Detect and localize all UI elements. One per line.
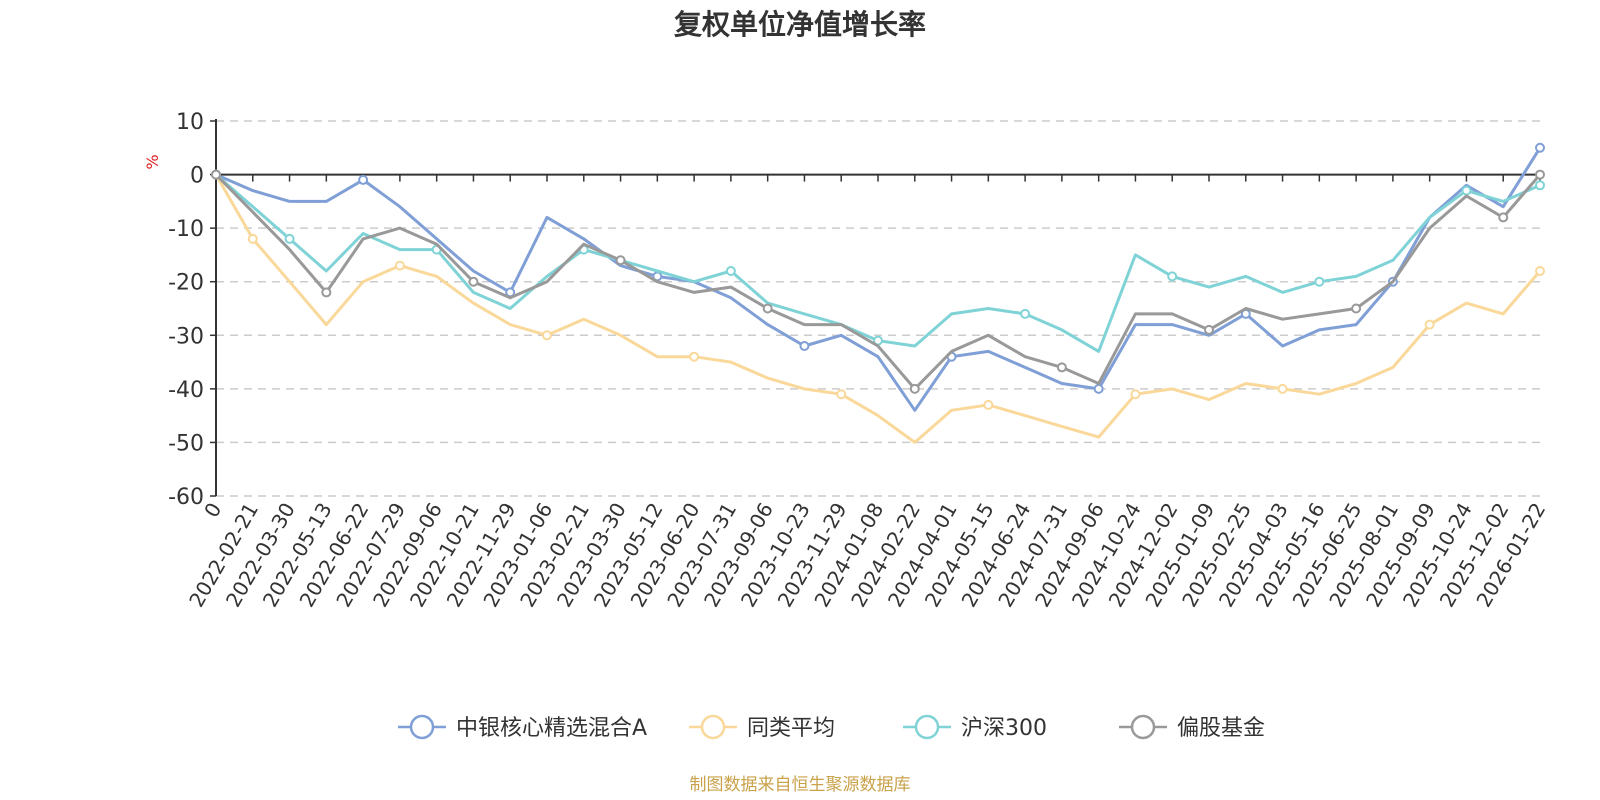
y-tick-label: -50: [168, 431, 204, 456]
legend-label: 同类平均: [747, 716, 835, 741]
legend[interactable]: 中银核心精选混合A 同类平均 沪深300 偏股基金: [398, 714, 1265, 741]
legend-item[interactable]: 沪深300: [903, 714, 1047, 741]
y-tick-label: -10: [168, 217, 204, 242]
chart-title: 复权单位净值增长率: [674, 8, 926, 41]
series-point: [1167, 271, 1178, 282]
series-point: [247, 233, 258, 244]
y-tick-label: -60: [168, 485, 204, 510]
series-point: [542, 330, 552, 341]
legend-marker: [409, 714, 435, 740]
series-point: [836, 389, 847, 400]
y-ticks: 10 0 -10 -20 -30 -40 -50 -60: [168, 110, 216, 510]
series-point: [1020, 308, 1031, 319]
series-lines: [211, 142, 1545, 444]
series-point: [394, 260, 405, 271]
legend-label: 沪深300: [961, 716, 1047, 741]
series-point: [284, 233, 295, 244]
source-note: 制图数据来自恒生聚源数据库: [690, 775, 911, 795]
series-point: [321, 287, 332, 298]
series-point: [1204, 324, 1214, 335]
y-tick-label: -30: [168, 324, 204, 349]
series-line: [214, 173, 1542, 444]
legend-item[interactable]: 中银核心精选混合A: [398, 714, 647, 741]
series-point: [1461, 185, 1472, 196]
y-tick-label: 10: [176, 110, 204, 135]
series-point: [689, 351, 700, 362]
series-point: [358, 174, 369, 185]
y-tick-label: -20: [168, 271, 204, 296]
series-point: [1056, 362, 1067, 373]
legend-label: 偏股基金: [1177, 716, 1265, 741]
series-point: [909, 383, 920, 394]
series-point: [1314, 276, 1325, 287]
y-tick-label: -40: [168, 378, 204, 403]
series-point: [1535, 266, 1545, 276]
y-axis-unit: %: [143, 154, 162, 169]
x-ticks: 02022-02-212022-03-302022-05-132022-06-2…: [184, 174, 1550, 611]
series-point: [1277, 383, 1288, 394]
series-point: [1130, 389, 1141, 400]
x-tick-label: 0: [199, 499, 226, 522]
series-line: [214, 173, 1542, 391]
legend-marker: [1130, 714, 1156, 740]
legend-label: 中银核心精选混合A: [456, 716, 647, 741]
series-point: [799, 341, 810, 351]
legend-marker: [914, 714, 940, 740]
series-point: [762, 303, 773, 314]
series-point: [468, 276, 479, 287]
legend-marker: [700, 714, 726, 740]
series-line: [215, 173, 1541, 353]
series-point: [1351, 303, 1362, 314]
series-line: [215, 147, 1542, 412]
legend-item[interactable]: 同类平均: [689, 714, 835, 741]
series-point: [1498, 212, 1509, 223]
series-point: [1535, 169, 1545, 180]
series-point: [211, 169, 221, 180]
legend-item[interactable]: 偏股基金: [1119, 714, 1265, 741]
grid: [216, 120, 1540, 497]
series-point: [725, 266, 736, 276]
y-tick-label: 0: [190, 164, 204, 189]
series-point: [1093, 383, 1104, 394]
series-point: [1424, 319, 1435, 330]
series-point: [615, 255, 626, 266]
series-point: [983, 399, 994, 410]
series-point: [1535, 142, 1545, 153]
series-point: [1535, 180, 1545, 191]
